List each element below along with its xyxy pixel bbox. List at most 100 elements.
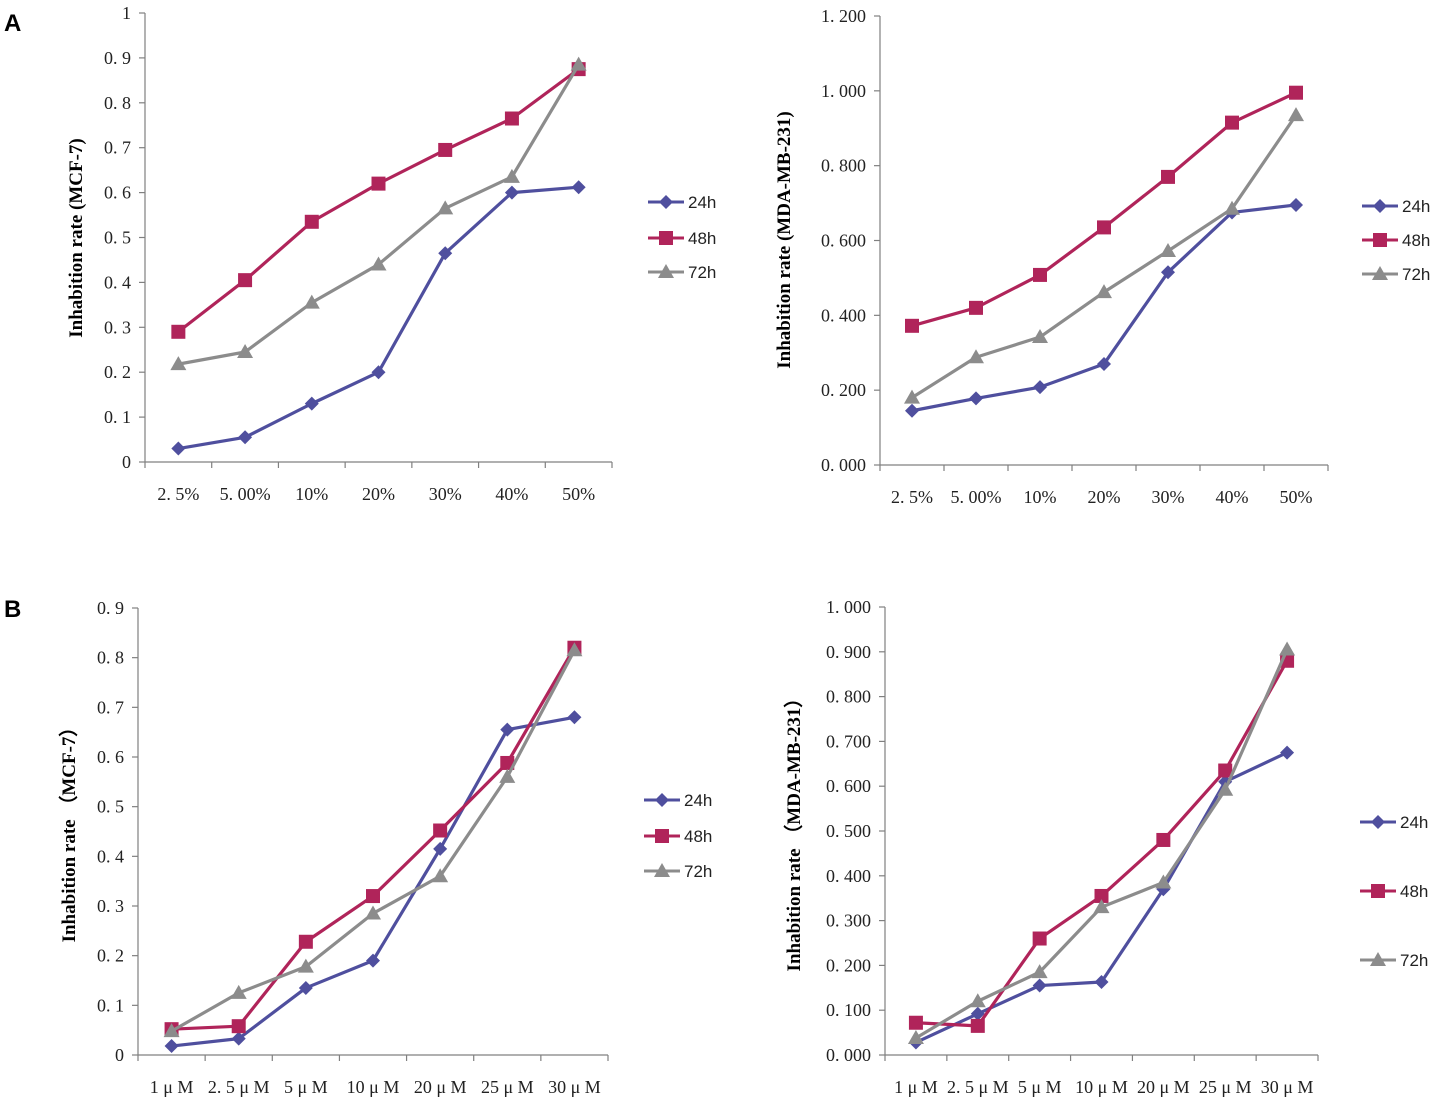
data-point-48h xyxy=(298,934,313,949)
legend-label: 72h xyxy=(684,862,712,881)
series-line-48h xyxy=(171,646,576,1031)
series-72h xyxy=(163,642,583,1038)
y-tick-label: 0. 500 xyxy=(826,821,871,841)
series-48h xyxy=(164,640,582,1037)
chart-b-mda: 0. 000 0. 100 0. 200 0. 300 0. 400 0. 500 0. 6… xyxy=(782,597,1428,1097)
x-tick-label: 30 μ M xyxy=(548,1077,601,1097)
data-point-72h xyxy=(503,168,520,183)
x-tick-label: 1 μ M xyxy=(894,1077,938,1097)
y-tick-label: 0. 3 xyxy=(97,896,124,916)
data-point-72h xyxy=(969,993,986,1008)
chart-b-mcf7: 0 0. 1 0. 2 0. 3 0. 4 0. 5 0. 6 0. 7 0. 8 0. 9 1 μ… xyxy=(57,598,712,1097)
legend-label: 72h xyxy=(1402,265,1430,284)
y-tick-label: 0. 1 xyxy=(97,995,124,1015)
data-point-24h xyxy=(500,722,515,737)
series-24h xyxy=(164,710,582,1054)
data-point-72h xyxy=(432,868,449,883)
y-axis-title: Inhabition rate (MDA-MB-231) xyxy=(774,111,795,369)
x-tick-label: 20% xyxy=(1088,487,1121,507)
y-tick-label: 0. 300 xyxy=(826,911,871,931)
data-point-72h xyxy=(907,1029,924,1044)
data-point-72h xyxy=(163,1023,180,1038)
data-point-24h xyxy=(1280,745,1295,760)
data-point-48h xyxy=(1094,888,1109,903)
data-point-24h xyxy=(567,710,582,725)
y-tick-label: 0. 6 xyxy=(104,183,131,203)
y-tick-label: 0. 000 xyxy=(821,455,866,475)
data-point-72h xyxy=(1279,641,1296,656)
data-point-24h xyxy=(969,391,983,406)
data-point-72h xyxy=(1032,329,1048,344)
y-tick-label: 0. 9 xyxy=(97,598,124,618)
series-72h xyxy=(904,107,1304,404)
y-tick-label: 0. 000 xyxy=(826,1045,871,1065)
y-tick-label: 0. 5 xyxy=(97,797,124,817)
x-tick-label: 20 μ M xyxy=(414,1077,467,1097)
legend-marker xyxy=(1371,884,1385,898)
y-tick-label: 0. 100 xyxy=(826,1000,871,1020)
y-tick-label: 0. 200 xyxy=(826,955,871,975)
data-point-24h xyxy=(304,396,319,411)
data-point-48h xyxy=(504,111,519,126)
legend-marker xyxy=(1373,233,1387,247)
series-24h xyxy=(171,180,586,456)
x-tick-label: 10% xyxy=(295,484,328,504)
data-point-24h xyxy=(1161,265,1175,280)
data-point-24h xyxy=(1032,978,1047,993)
series-48h xyxy=(905,85,1303,333)
data-point-48h xyxy=(438,142,453,157)
y-tick-label: 0. 700 xyxy=(826,731,871,751)
data-point-48h xyxy=(1097,220,1111,235)
x-tick-label: 20% xyxy=(362,484,395,504)
y-tick-label: 0. 400 xyxy=(821,305,866,325)
legend-marker xyxy=(1372,266,1388,280)
data-point-72h xyxy=(237,343,254,358)
data-point-24h xyxy=(371,365,386,380)
legend-item-48h: 48h xyxy=(644,827,712,846)
y-tick-label: 0. 900 xyxy=(826,642,871,662)
data-point-24h xyxy=(238,430,253,445)
legend-label: 72h xyxy=(1400,951,1428,970)
x-tick-label: 30% xyxy=(1152,487,1185,507)
data-point-72h xyxy=(437,200,454,215)
y-tick-label: 0. 2 xyxy=(97,946,124,966)
y-tick-label: 0. 600 xyxy=(821,231,866,251)
y-tick-label: 0. 400 xyxy=(826,866,871,886)
legend-marker xyxy=(659,231,673,245)
data-point-48h xyxy=(1225,115,1239,130)
y-tick-label: 1. 000 xyxy=(826,597,871,617)
data-point-72h xyxy=(303,294,320,309)
y-tick-label: 0. 5 xyxy=(104,228,131,248)
x-tick-label: 40% xyxy=(495,484,528,504)
series-line-48h xyxy=(177,67,580,334)
data-point-48h xyxy=(905,318,919,333)
data-point-48h xyxy=(1161,169,1175,184)
panel-label-b: B xyxy=(4,596,22,623)
x-tick-label: 50% xyxy=(1280,487,1313,507)
data-point-24h xyxy=(1094,974,1109,989)
y-tick-label: 0. 600 xyxy=(826,776,871,796)
data-point-72h xyxy=(968,349,984,364)
data-point-24h xyxy=(164,1039,179,1054)
legend-marker xyxy=(655,829,669,843)
x-tick-label: 10% xyxy=(1024,487,1057,507)
data-point-72h xyxy=(170,356,187,371)
data-point-72h xyxy=(566,642,583,657)
y-axis-title: Inhabition rate （MCF-7） xyxy=(57,718,80,943)
data-point-72h xyxy=(1160,242,1176,257)
legend-item-48h: 48h xyxy=(1362,231,1430,250)
legend-marker xyxy=(1373,199,1387,213)
x-tick-label: 40% xyxy=(1216,487,1249,507)
legend-label: 24h xyxy=(688,193,716,212)
y-tick-label: 0. 3 xyxy=(104,317,131,337)
data-point-48h xyxy=(1289,85,1303,100)
y-tick-label: 0. 4 xyxy=(97,846,124,866)
x-tick-label: 5 μ M xyxy=(284,1077,328,1097)
series-48h xyxy=(171,62,586,339)
x-tick-label: 1 μ M xyxy=(150,1077,194,1097)
data-point-24h xyxy=(438,246,453,261)
data-point-48h xyxy=(231,1019,246,1034)
data-point-48h xyxy=(908,1015,923,1030)
y-axis-title: Inhabition rate （MDA-MB-231） xyxy=(782,689,805,972)
